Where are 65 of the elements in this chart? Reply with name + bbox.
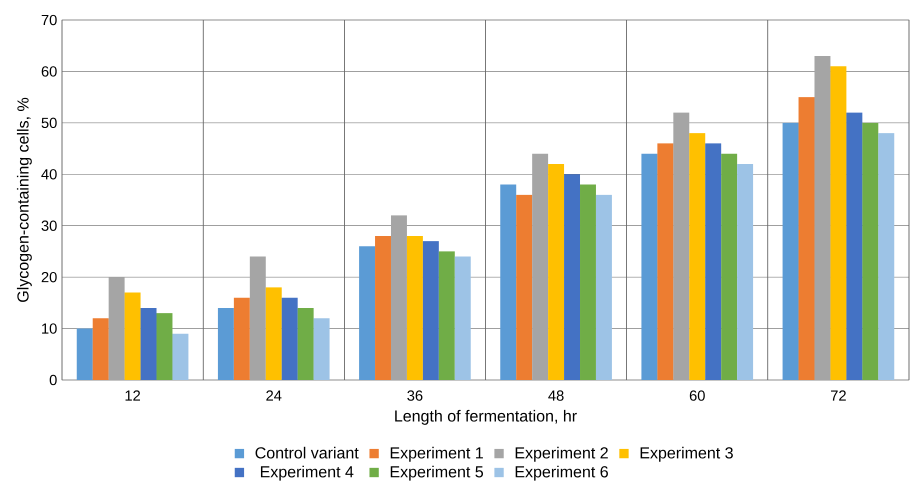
bar [596, 194, 612, 380]
bar [564, 174, 580, 380]
y-tick-label: 10 [42, 323, 57, 334]
bar [156, 313, 172, 380]
bar [500, 184, 516, 380]
x-axis-title: Length of fermentation, hr [395, 410, 577, 425]
bar [548, 164, 564, 380]
bar [92, 318, 109, 380]
x-tick-label: 24 [266, 390, 282, 401]
bar [721, 154, 738, 380]
bar [814, 56, 830, 380]
bar [298, 308, 314, 380]
bar [516, 194, 532, 380]
bar [76, 328, 93, 380]
bar [862, 122, 878, 380]
y-tick-label: 0 [50, 374, 57, 386]
bar [124, 292, 141, 380]
y-tick-label: 70 [42, 14, 57, 26]
legend-label: Control variant [256, 446, 359, 459]
x-tick-label: 36 [407, 390, 422, 401]
x-tick-label: 48 [548, 390, 564, 401]
bar [657, 143, 674, 380]
bar [673, 112, 690, 380]
bar [422, 241, 439, 380]
bar [641, 154, 658, 380]
bar [250, 256, 266, 380]
y-tick-label: 40 [41, 169, 57, 180]
y-tick-label: 30 [42, 220, 57, 231]
bar [454, 256, 471, 380]
bar [438, 251, 455, 380]
legend-label: Experiment 2 [516, 446, 608, 462]
legend-label: Experiment 3 [640, 446, 733, 462]
legend-label: Experiment 4 [260, 466, 354, 481]
bar [798, 97, 814, 380]
bar [108, 277, 125, 380]
bar [266, 287, 282, 380]
y-tick-label: 50 [42, 118, 57, 128]
bar [846, 112, 862, 380]
y-axis-title: Glycogen-containing cells, % [16, 98, 32, 302]
bar [689, 133, 706, 380]
bar [218, 308, 234, 380]
bar [782, 122, 799, 380]
bar [705, 143, 722, 380]
legend-label: Experiment 1 [390, 446, 483, 462]
bar [282, 298, 298, 380]
bar [406, 236, 423, 380]
bar [375, 236, 391, 380]
y-tick-label: 60 [42, 66, 57, 77]
y-tick-label: 20 [42, 272, 57, 282]
bar [359, 246, 376, 380]
bar [580, 184, 596, 380]
legend-label: Experiment 6 [516, 466, 608, 481]
x-tick-label: 72 [831, 390, 846, 401]
x-tick-label: 60 [690, 390, 705, 401]
bar [532, 154, 548, 380]
bar [314, 318, 330, 380]
x-tick-label: 12 [126, 390, 140, 401]
bar [140, 308, 157, 380]
bar [234, 298, 250, 380]
bar [878, 133, 894, 380]
bar [390, 215, 407, 380]
bar [737, 164, 754, 380]
bar [830, 66, 846, 380]
legend-label: Experiment 5 [390, 466, 484, 481]
bar [172, 334, 188, 380]
